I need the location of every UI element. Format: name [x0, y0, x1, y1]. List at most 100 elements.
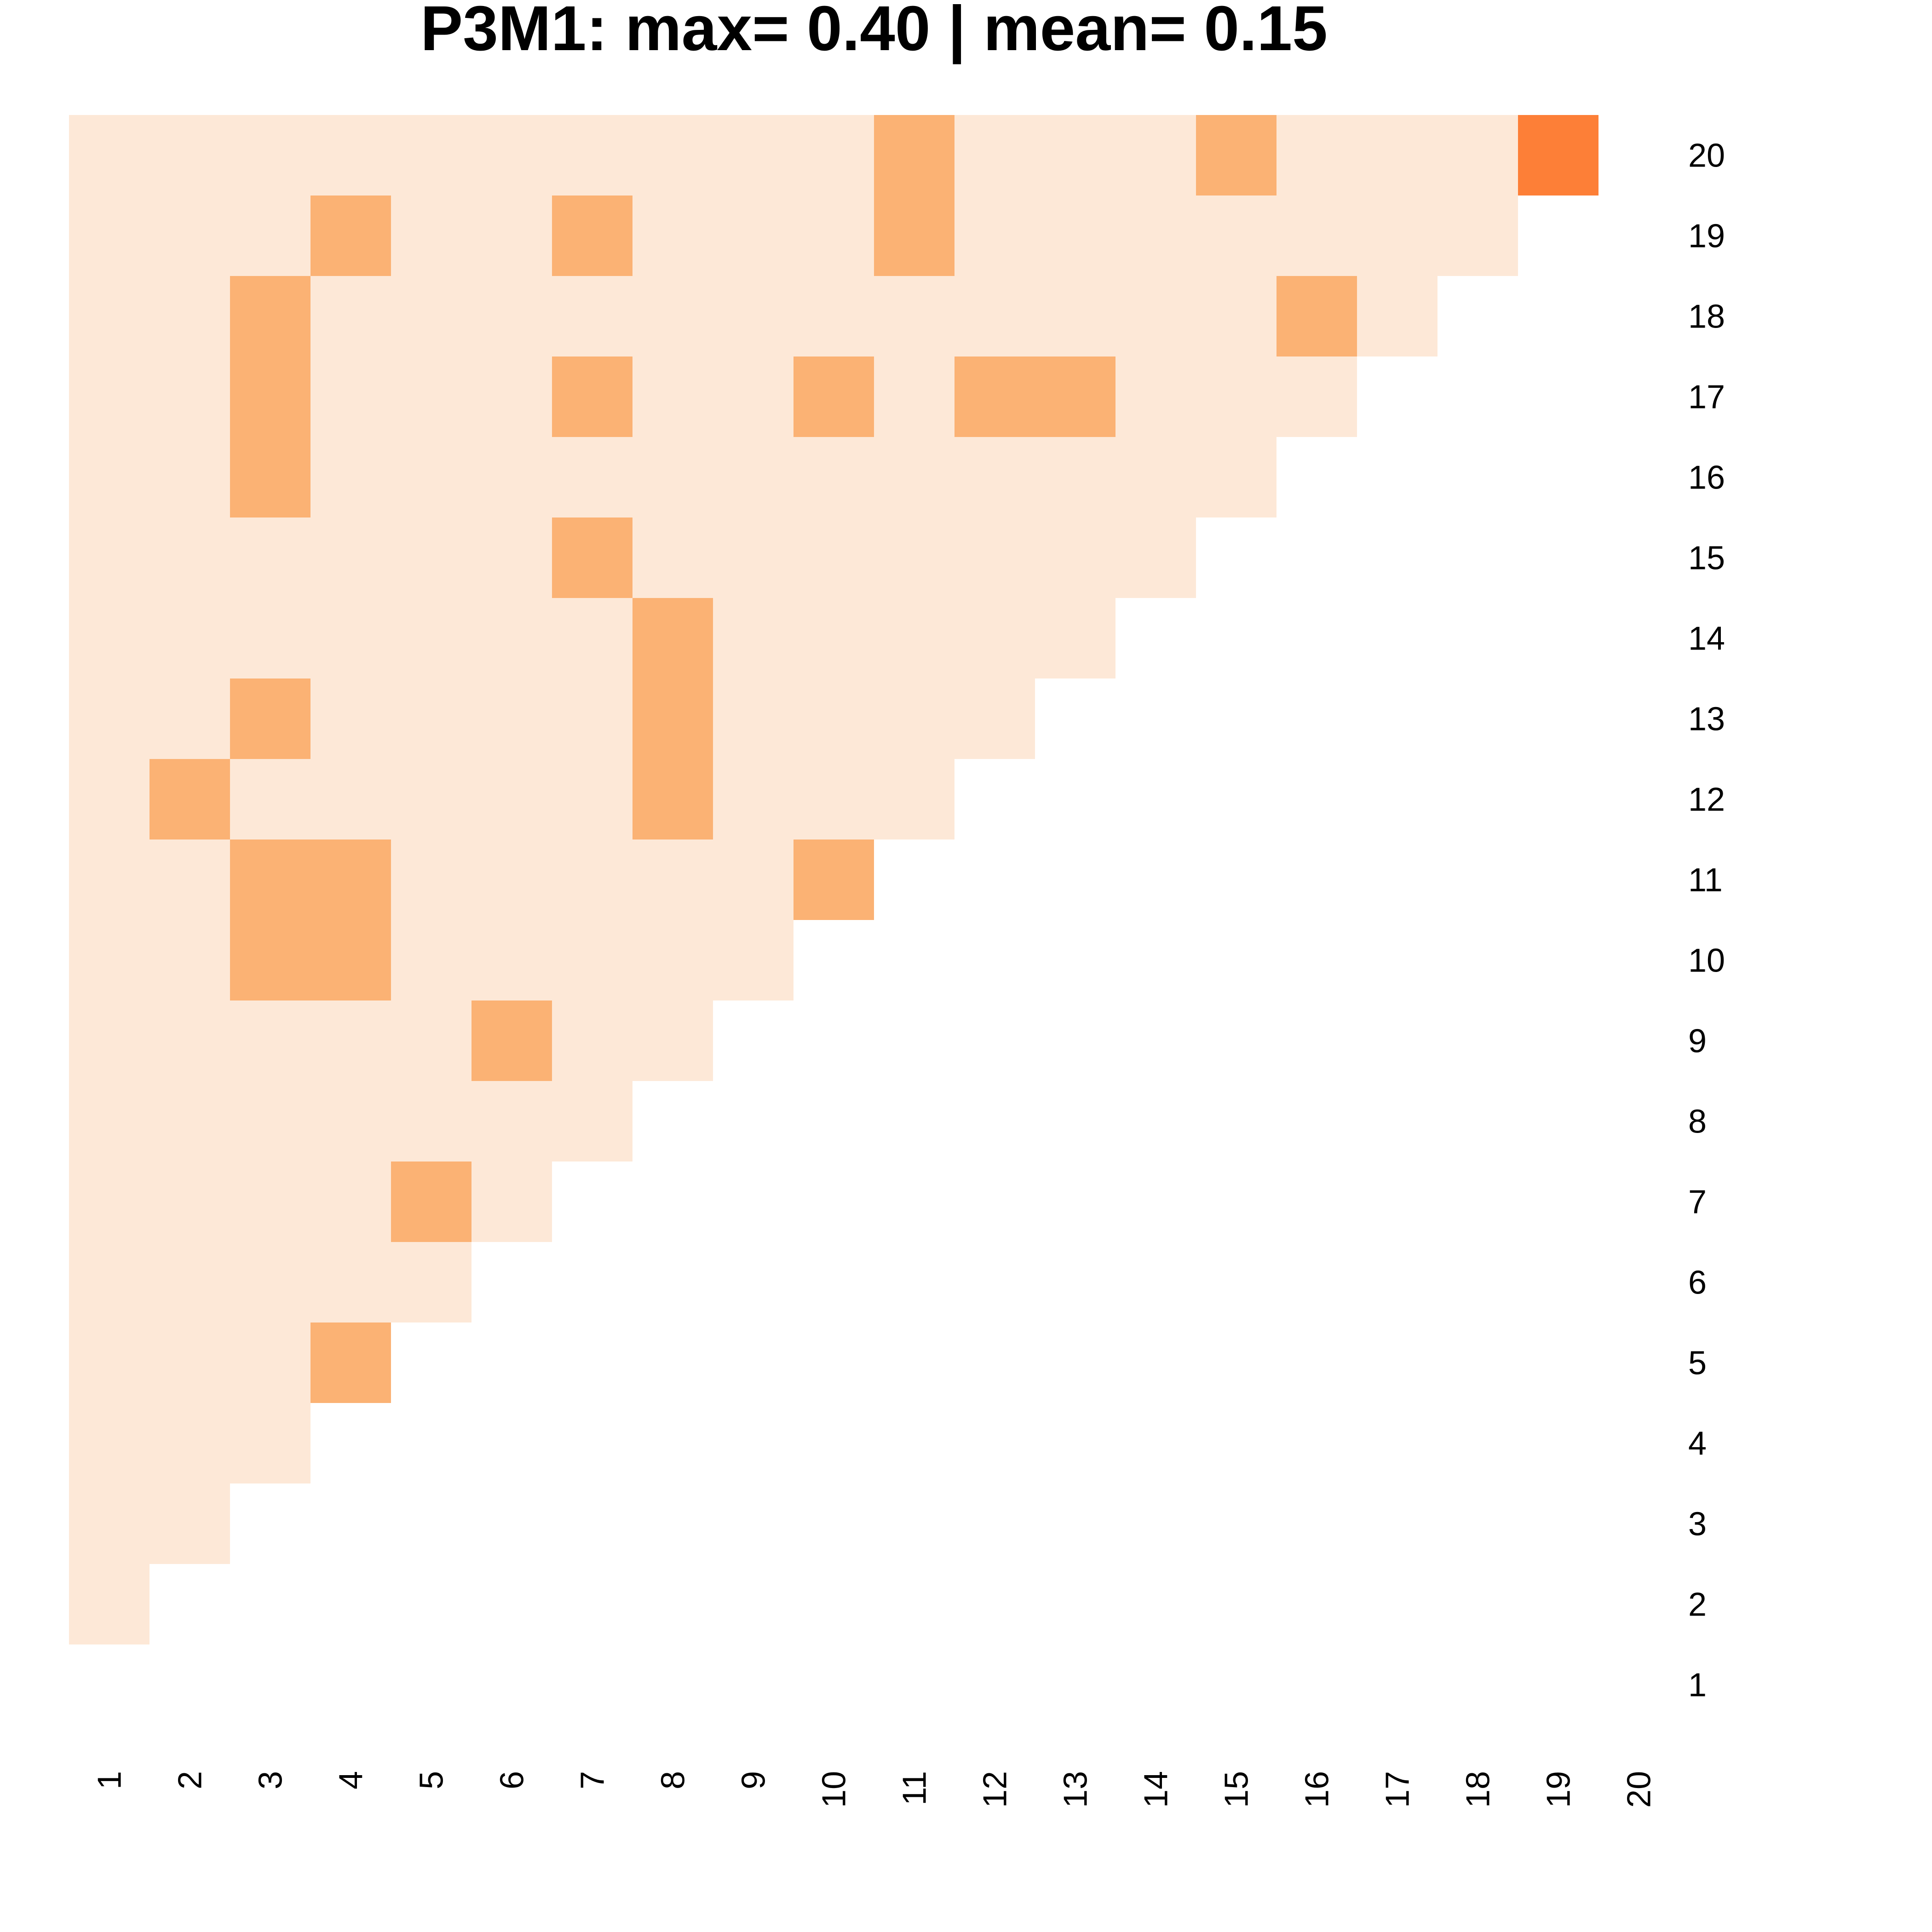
heatmap-cell-1-2: [69, 1564, 150, 1644]
heatmap-cell-11-19: [874, 196, 954, 276]
heatmap-cell-14-15: [1116, 518, 1196, 598]
heatmap-cell-1-5: [69, 1322, 150, 1403]
heatmap-cell-13-19: [1035, 196, 1116, 276]
heatmap-cell-18-19: [1438, 196, 1518, 276]
heatmap-cell-2-17: [150, 356, 230, 437]
heatmap-cell-17-20: [1357, 115, 1438, 196]
heatmap-cell-9-11: [713, 840, 794, 920]
heatmap-cell-6-11: [472, 840, 552, 920]
heatmap-cell-4-18: [310, 276, 391, 356]
x-tick-label-14: 14: [1138, 1771, 1175, 1808]
heatmap-cell-4-16: [310, 437, 391, 518]
heatmap-cell-8-10: [632, 920, 713, 1000]
heatmap-cell-6-16: [472, 437, 552, 518]
heatmap-cell-2-7: [150, 1162, 230, 1242]
heatmap-cell-16-18: [1276, 276, 1357, 356]
heatmap-cell-5-8: [391, 1081, 472, 1162]
heatmap-cell-9-14: [713, 598, 794, 678]
y-tick-label-17: 17: [1688, 379, 1725, 416]
heatmap-cell-18-20: [1438, 115, 1518, 196]
heatmap-cell-5-19: [391, 196, 472, 276]
heatmap-cell-6-12: [472, 759, 552, 840]
heatmap-cell-9-20: [713, 115, 794, 196]
heatmap-cell-6-18: [472, 276, 552, 356]
y-tick-label-18: 18: [1688, 299, 1725, 335]
heatmap-cell-5-6: [391, 1242, 472, 1322]
heatmap-cell-5-7: [391, 1162, 472, 1242]
heatmap-cell-7-10: [552, 920, 632, 1000]
heatmap-cell-5-18: [391, 276, 472, 356]
heatmap-cell-5-20: [391, 115, 472, 196]
heatmap-cell-10-15: [794, 518, 874, 598]
heatmap-cell-2-18: [150, 276, 230, 356]
heatmap-cell-2-14: [150, 598, 230, 678]
x-tick-label-1: 1: [92, 1771, 128, 1789]
x-tick-label-7: 7: [575, 1771, 611, 1789]
x-tick-label-11: 11: [897, 1771, 933, 1806]
heatmap-cell-6-14: [472, 598, 552, 678]
x-tick-label-15: 15: [1219, 1771, 1255, 1808]
heatmap-cell-3-15: [230, 518, 310, 598]
heatmap-cell-3-16: [230, 437, 310, 518]
heatmap-cell-8-20: [632, 115, 713, 196]
heatmap-cell-4-8: [310, 1081, 391, 1162]
x-tick-label-19: 19: [1541, 1771, 1577, 1808]
heatmap-cell-11-15: [874, 518, 954, 598]
heatmap-cell-13-14: [1035, 598, 1116, 678]
heatmap-cell-1-14: [69, 598, 150, 678]
heatmap-cell-13-17: [1035, 356, 1116, 437]
heatmap-cell-8-11: [632, 840, 713, 920]
heatmap-cell-5-15: [391, 518, 472, 598]
heatmap-cell-13-18: [1035, 276, 1116, 356]
heatmap-cell-3-4: [230, 1403, 310, 1484]
heatmap-cell-4-7: [310, 1162, 391, 1242]
heatmap-cell-4-10: [310, 920, 391, 1000]
y-tick-label-3: 3: [1688, 1506, 1707, 1543]
heatmap-cell-8-9: [632, 1000, 713, 1081]
heatmap-cell-9-18: [713, 276, 794, 356]
y-tick-label-9: 9: [1688, 1023, 1707, 1060]
y-tick-label-13: 13: [1688, 701, 1725, 738]
y-tick-label-15: 15: [1688, 540, 1725, 577]
heatmap-cell-4-14: [310, 598, 391, 678]
heatmap-cell-8-14: [632, 598, 713, 678]
heatmap-cell-3-6: [230, 1242, 310, 1322]
heatmap-cell-11-16: [874, 437, 954, 518]
heatmap-cell-4-6: [310, 1242, 391, 1322]
heatmap-cell-10-20: [794, 115, 874, 196]
heatmap-cell-7-14: [552, 598, 632, 678]
heatmap-cell-2-9: [150, 1000, 230, 1081]
heatmap-cell-12-14: [954, 598, 1035, 678]
heatmap-cell-4-17: [310, 356, 391, 437]
heatmap-cell-14-18: [1116, 276, 1196, 356]
heatmap-cell-1-19: [69, 196, 150, 276]
heatmap-cell-10-16: [794, 437, 874, 518]
heatmap-cell-3-11: [230, 840, 310, 920]
heatmap-cell-9-15: [713, 518, 794, 598]
heatmap-cell-3-20: [230, 115, 310, 196]
y-tick-label-2: 2: [1688, 1587, 1707, 1623]
heatmap-cell-7-12: [552, 759, 632, 840]
heatmap-cell-12-13: [954, 678, 1035, 759]
heatmap-cell-1-4: [69, 1403, 150, 1484]
heatmap-cell-10-19: [794, 196, 874, 276]
heatmap-cell-11-18: [874, 276, 954, 356]
heatmap-cell-6-17: [472, 356, 552, 437]
y-tick-label-19: 19: [1688, 218, 1725, 255]
heatmap-cell-1-15: [69, 518, 150, 598]
heatmap-cell-1-9: [69, 1000, 150, 1081]
heatmap-cell-10-12: [794, 759, 874, 840]
heatmap-cell-19-20: [1518, 115, 1598, 196]
heatmap-cell-12-18: [954, 276, 1035, 356]
heatmap-cell-12-16: [954, 437, 1035, 518]
heatmap-cell-13-15: [1035, 518, 1116, 598]
heatmap-cell-7-18: [552, 276, 632, 356]
heatmap-cell-6-9: [472, 1000, 552, 1081]
heatmap-cell-6-20: [472, 115, 552, 196]
heatmap-cell-6-7: [472, 1162, 552, 1242]
heatmap-cell-5-9: [391, 1000, 472, 1081]
heatmap-cell-9-17: [713, 356, 794, 437]
heatmap-cell-5-17: [391, 356, 472, 437]
heatmap-cell-15-20: [1196, 115, 1276, 196]
